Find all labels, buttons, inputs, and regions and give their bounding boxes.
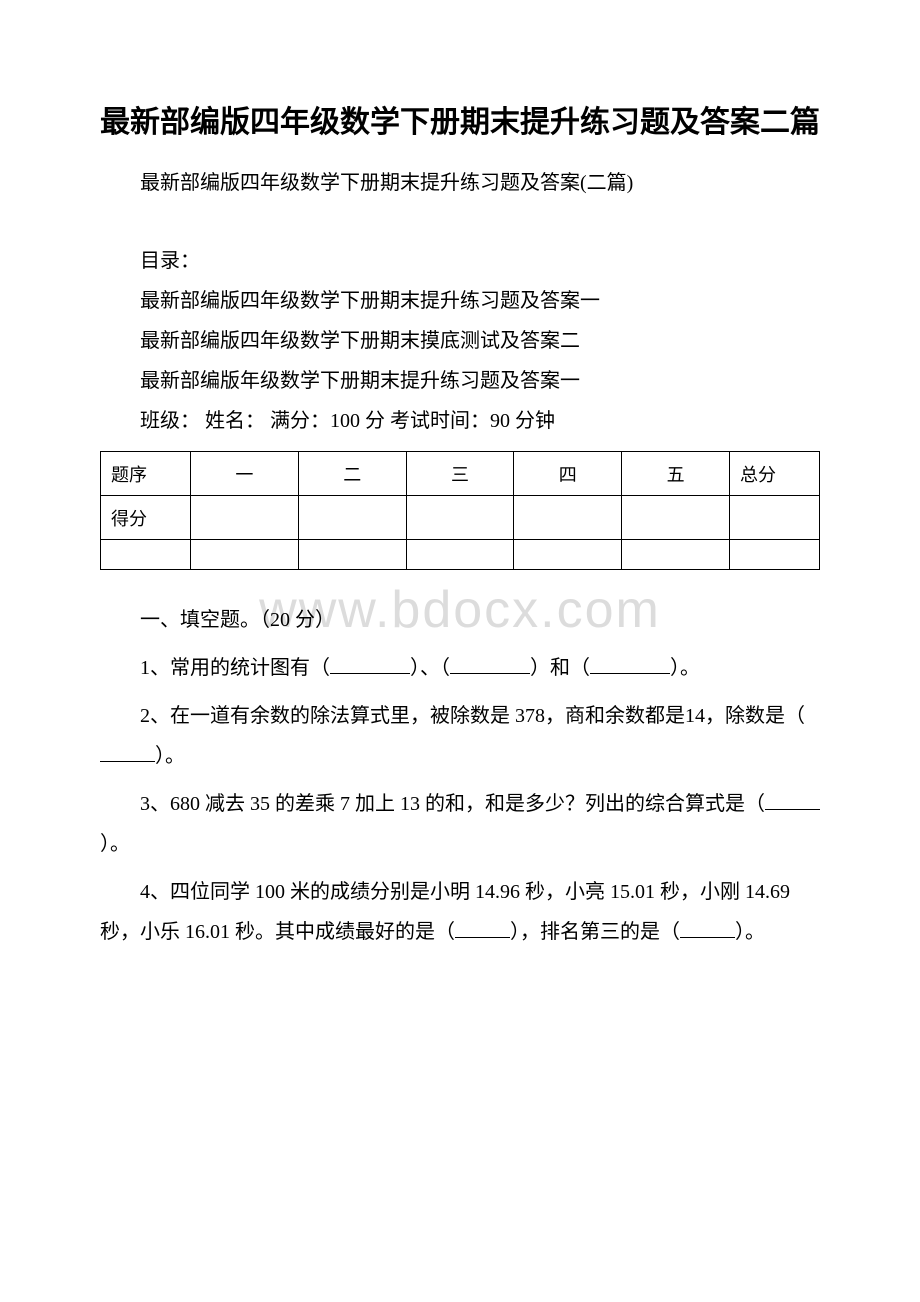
q1-text-d: ）。 (670, 657, 700, 679)
q4-text-c: ）。 (735, 921, 765, 943)
question-2: 2、在一道有余数的除法算式里，被除数是 378，商和余数都是14，除数是（ ）。 (100, 696, 820, 776)
empty-cell (298, 540, 406, 570)
blank-field (455, 918, 510, 938)
q1-text-b: ）、（ (410, 657, 450, 679)
question-1: 1、常用的统计图有（ ）、（ ）和（ ）。 (100, 648, 820, 688)
document-subtitle: 最新部编版四年级数学下册期末提升练习题及答案(二篇) (100, 165, 820, 201)
exam-info: 班级： 姓名： 满分：100 分 考试时间：90 分钟 (100, 401, 820, 441)
q2-text-a: 2、在一道有余数的除法算式里，被除数是 378，商和余数都是14，除数是（ (140, 705, 805, 727)
col-1: 一 (191, 452, 299, 496)
row1-label: 题序 (101, 452, 191, 496)
q3-text-b: ）。 (100, 833, 130, 855)
question-3: 3、680 减去 35 的差乘 7 加上 13 的和，和是多少？列出的综合算式是… (100, 784, 820, 864)
question-4: 4、四位同学 100 米的成绩分别是小明 14.96 秒，小亮 15.01 秒，… (100, 872, 820, 952)
col-2: 二 (298, 452, 406, 496)
table-row: 题序 一 二 三 四 五 总分 (101, 452, 820, 496)
blank-field (450, 654, 530, 674)
section-1-heading: 一、填空题。（20 分） (100, 600, 820, 640)
score-table: 题序 一 二 三 四 五 总分 得分 (100, 451, 820, 570)
empty-cell (730, 540, 820, 570)
score-cell (406, 496, 514, 540)
col-5: 五 (622, 452, 730, 496)
toc-item-3: 最新部编版年级数学下册期末提升练习题及答案一 (100, 361, 820, 401)
score-cell (622, 496, 730, 540)
toc-heading: 目录： (100, 241, 820, 281)
empty-cell (101, 540, 191, 570)
col-3: 三 (406, 452, 514, 496)
col-total: 总分 (730, 452, 820, 496)
blank-field (100, 742, 155, 762)
table-row: 得分 (101, 496, 820, 540)
score-cell (730, 496, 820, 540)
score-cell (514, 496, 622, 540)
empty-cell (514, 540, 622, 570)
q1-text-a: 1、常用的统计图有（ (140, 657, 330, 679)
table-row (101, 540, 820, 570)
score-cell (298, 496, 406, 540)
score-cell (191, 496, 299, 540)
empty-cell (406, 540, 514, 570)
toc-item-2: 最新部编版四年级数学下册期末摸底测试及答案二 (100, 321, 820, 361)
q4-text-b: ），排名第三的是（ (510, 921, 680, 943)
blank-field (765, 790, 820, 810)
document-title: 最新部编版四年级数学下册期末提升练习题及答案二篇 (100, 100, 820, 145)
toc-item-1: 最新部编版四年级数学下册期末提升练习题及答案一 (100, 281, 820, 321)
q2-text-b: ）。 (155, 745, 185, 767)
q1-text-c: ）和（ (530, 657, 590, 679)
blank-field (590, 654, 670, 674)
empty-cell (191, 540, 299, 570)
q3-text-a: 3、680 减去 35 的差乘 7 加上 13 的和，和是多少？列出的综合算式是… (140, 793, 765, 815)
col-4: 四 (514, 452, 622, 496)
document-content: 最新部编版四年级数学下册期末提升练习题及答案二篇 最新部编版四年级数学下册期末提… (100, 100, 820, 952)
blank-field (330, 654, 410, 674)
empty-cell (622, 540, 730, 570)
row2-label: 得分 (101, 496, 191, 540)
blank-field (680, 918, 735, 938)
